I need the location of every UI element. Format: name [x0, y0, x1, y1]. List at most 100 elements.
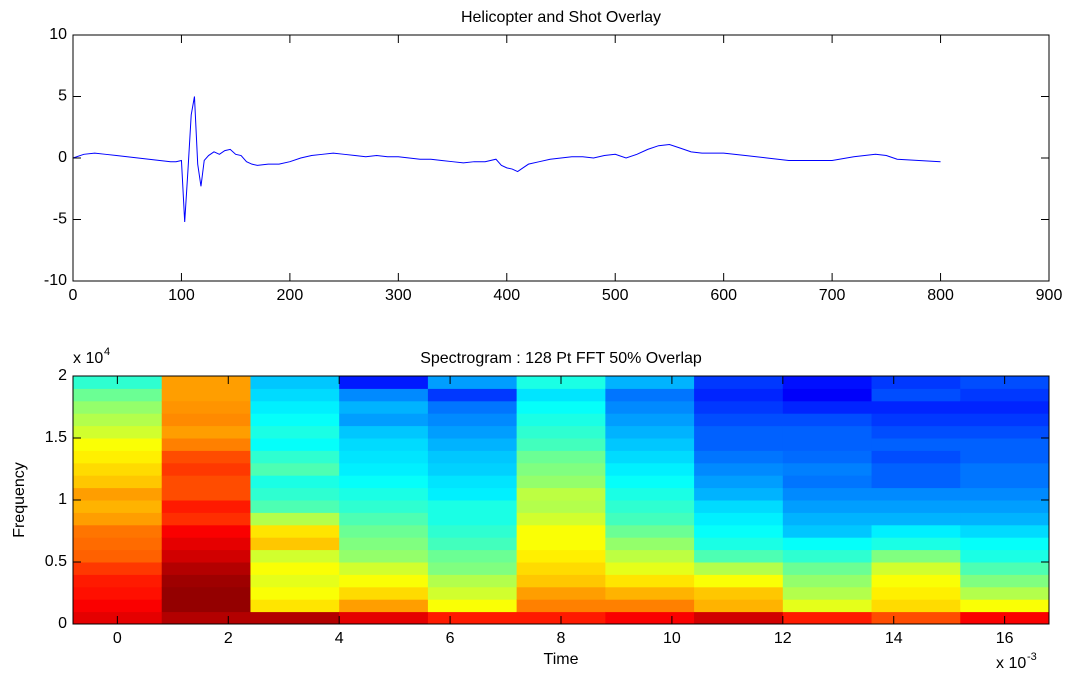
heatmap-cell — [871, 376, 961, 389]
heatmap-cell — [427, 425, 518, 439]
y-tick-label: 0 — [58, 149, 67, 166]
heatmap-cell — [605, 425, 695, 439]
heatmap-cell — [694, 574, 784, 588]
heatmap-cell — [960, 450, 1050, 464]
y-tick-label: 2 — [58, 367, 67, 384]
heatmap-cell — [427, 388, 518, 402]
heatmap-cell — [339, 524, 429, 538]
heatmap-cell — [250, 487, 340, 501]
heatmap-cell — [161, 462, 251, 476]
heatmap-cell — [427, 462, 518, 476]
heatmap-cell — [782, 586, 873, 600]
heatmap-cell — [427, 549, 518, 563]
heatmap-cell — [871, 487, 961, 501]
heatmap-cell — [339, 376, 429, 389]
heatmap-cell — [427, 512, 518, 526]
chart-title: Spectrogram : 128 Pt FFT 50% Overlap — [420, 350, 702, 367]
y-tick-label: 1.5 — [45, 429, 67, 446]
heatmap-cell — [161, 425, 251, 439]
heatmap-cell — [605, 512, 695, 526]
heatmap-cell — [250, 376, 340, 389]
heatmap-cell — [782, 500, 873, 513]
heatmap-cell — [694, 599, 784, 613]
heatmap-cell — [605, 487, 695, 501]
heatmap-cell — [782, 524, 873, 538]
heatmap-cell — [871, 413, 961, 427]
heatmap-cell — [250, 512, 340, 526]
heatmap-cell — [960, 400, 1050, 414]
heatmap-cell — [782, 462, 873, 476]
heatmap-cell — [250, 586, 340, 600]
y-tick-label: 1 — [58, 491, 67, 508]
heatmap-cell — [339, 450, 429, 464]
heatmap-cell — [960, 586, 1050, 600]
x-tick-label: 0 — [113, 630, 122, 647]
heatmap-cell — [516, 425, 606, 439]
heatmap-cell — [694, 549, 784, 563]
heatmap-cell — [871, 425, 961, 439]
x-tick-label: 300 — [385, 287, 412, 304]
heatmap-cell — [427, 475, 518, 489]
heatmap-cell — [73, 500, 163, 513]
heatmap-cell — [960, 524, 1050, 538]
heatmap-cell — [427, 438, 518, 451]
heatmap-cell — [161, 599, 251, 613]
x-tick-label: 10 — [663, 630, 681, 647]
heatmap-cell — [782, 487, 873, 501]
heatmap-cell — [782, 549, 873, 563]
heatmap-cell — [427, 400, 518, 414]
heatmap-cell — [73, 475, 163, 489]
heatmap-cell — [161, 524, 251, 538]
heatmap-cell — [339, 599, 429, 613]
heatmap-cell — [960, 438, 1050, 451]
heatmap-cell — [694, 450, 784, 464]
x-tick-label: 700 — [819, 287, 846, 304]
heatmap-cell — [73, 462, 163, 476]
heatmap-cell — [516, 475, 606, 489]
heatmap-cell — [605, 376, 695, 389]
y-tick-label: 0.5 — [45, 553, 67, 570]
heatmap-cell — [694, 388, 784, 402]
heatmap-cell — [516, 537, 606, 551]
x-tick-label: 16 — [996, 630, 1014, 647]
heatmap-cell — [782, 450, 873, 464]
heatmap-cell — [605, 413, 695, 427]
heatmap-cell — [250, 500, 340, 513]
heatmap-cell — [161, 475, 251, 489]
heatmap-cell — [782, 512, 873, 526]
heatmap-cell — [871, 500, 961, 513]
heatmap-cell — [782, 562, 873, 575]
heatmap-cell — [694, 425, 784, 439]
heatmap-cell — [73, 562, 163, 575]
heatmap-cell — [605, 599, 695, 613]
heatmap-cell — [250, 462, 340, 476]
heatmap-cell — [960, 562, 1050, 575]
heatmap-cell — [782, 438, 873, 451]
heatmap-cell — [516, 400, 606, 414]
heatmap-cell — [161, 500, 251, 513]
heatmap-cell — [339, 512, 429, 526]
x-tick-label: 6 — [446, 630, 455, 647]
heatmap-cell — [339, 611, 429, 625]
heatmap-cell — [516, 586, 606, 600]
x-tick-label: 500 — [602, 287, 629, 304]
heatmap-cell — [694, 438, 784, 451]
heatmap-cell — [73, 537, 163, 551]
heatmap-cell — [871, 537, 961, 551]
heatmap-cell — [161, 400, 251, 414]
heatmap-cell — [871, 611, 961, 625]
heatmap-cell — [694, 537, 784, 551]
heatmap-cell — [694, 562, 784, 575]
heatmap-cell — [871, 512, 961, 526]
heatmap-cell — [161, 611, 251, 625]
x-tick-label: 14 — [885, 630, 903, 647]
heatmap-cell — [605, 549, 695, 563]
heatmap-cell — [605, 537, 695, 551]
x-multiplier: x 10 — [996, 655, 1026, 672]
heatmap-cell — [782, 537, 873, 551]
heatmap-cell — [161, 376, 251, 389]
heatmap-cell — [161, 487, 251, 501]
heatmap-cell — [516, 450, 606, 464]
heatmap-cell — [250, 562, 340, 575]
heatmap-cell — [605, 611, 695, 625]
